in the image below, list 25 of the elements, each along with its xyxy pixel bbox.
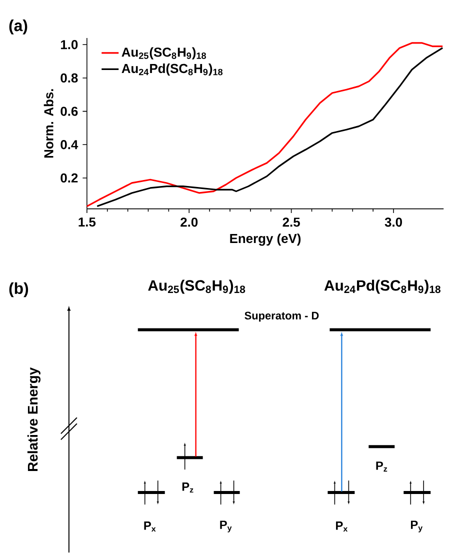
text: (b) — [10, 282, 28, 298]
y-tick-label: 1.0 — [61, 40, 78, 50]
y-axis-title: Norm. Abs. — [44, 89, 54, 158]
y-tick-label: 0.8 — [60, 73, 78, 83]
text: P$_{y}$ — [220, 520, 232, 532]
legend-label: Au$_{25}$(SC$_{8}$H$_{9}$)$_{18}$ — [122, 47, 206, 60]
text: Au$_{25}$(SC$_{8}$H$_{9}$)$_{18}$ — [148, 280, 246, 294]
text: P$_{x}$ — [144, 522, 156, 532]
x-axis-title: Energy (eV) — [230, 234, 301, 246]
text: P$_{z}$ — [182, 482, 194, 493]
x-tick-label: 3.0 — [385, 218, 402, 227]
text: Au$_{24}$Pd(SC$_{8}$H$_{9}$)$_{18}$ — [324, 280, 441, 294]
legend-label: Au$_{24}$Pd(SC$_{8}$H$_{9}$)$_{18}$ — [122, 64, 223, 76]
y-tick-label: 0.2 — [60, 173, 78, 183]
y-tick-label: 0.6 — [60, 106, 78, 116]
chart-title: (a) — [10, 20, 28, 34]
x-tick-label: 2.5 — [282, 218, 300, 227]
text: Superatom - D — [244, 312, 319, 322]
y-tick-label: 0.4 — [60, 140, 78, 150]
text: P$_{x}$ — [336, 522, 348, 532]
text: P$_{y}$ — [411, 520, 423, 532]
x-tick-label: 2.0 — [180, 218, 198, 227]
text: Relative Energy — [28, 367, 41, 471]
x-tick-label: 1.5 — [78, 218, 96, 227]
text: P$_{z}$ — [376, 462, 388, 472]
